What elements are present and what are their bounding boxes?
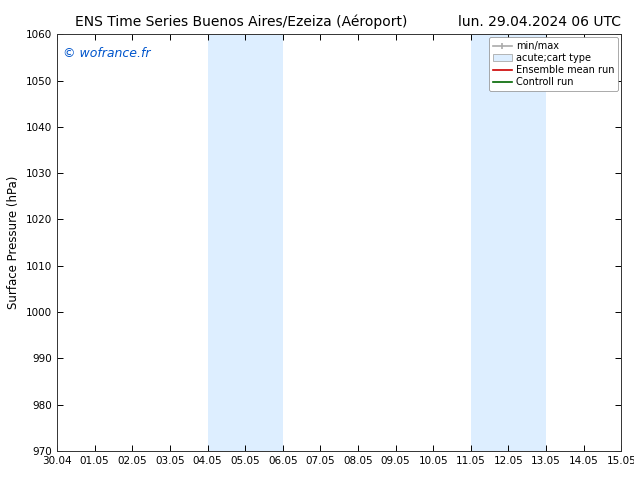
Bar — [207, 34, 283, 451]
Text: © wofrance.fr: © wofrance.fr — [63, 47, 150, 60]
Legend: min/max, acute;cart type, Ensemble mean run, Controll run: min/max, acute;cart type, Ensemble mean … — [489, 37, 618, 91]
Bar — [471, 34, 546, 451]
Y-axis label: Surface Pressure (hPa): Surface Pressure (hPa) — [8, 176, 20, 309]
Text: ENS Time Series Buenos Aires/Ezeiza (Aéroport): ENS Time Series Buenos Aires/Ezeiza (Aér… — [75, 15, 407, 29]
Text: lun. 29.04.2024 06 UTC: lun. 29.04.2024 06 UTC — [458, 15, 621, 29]
